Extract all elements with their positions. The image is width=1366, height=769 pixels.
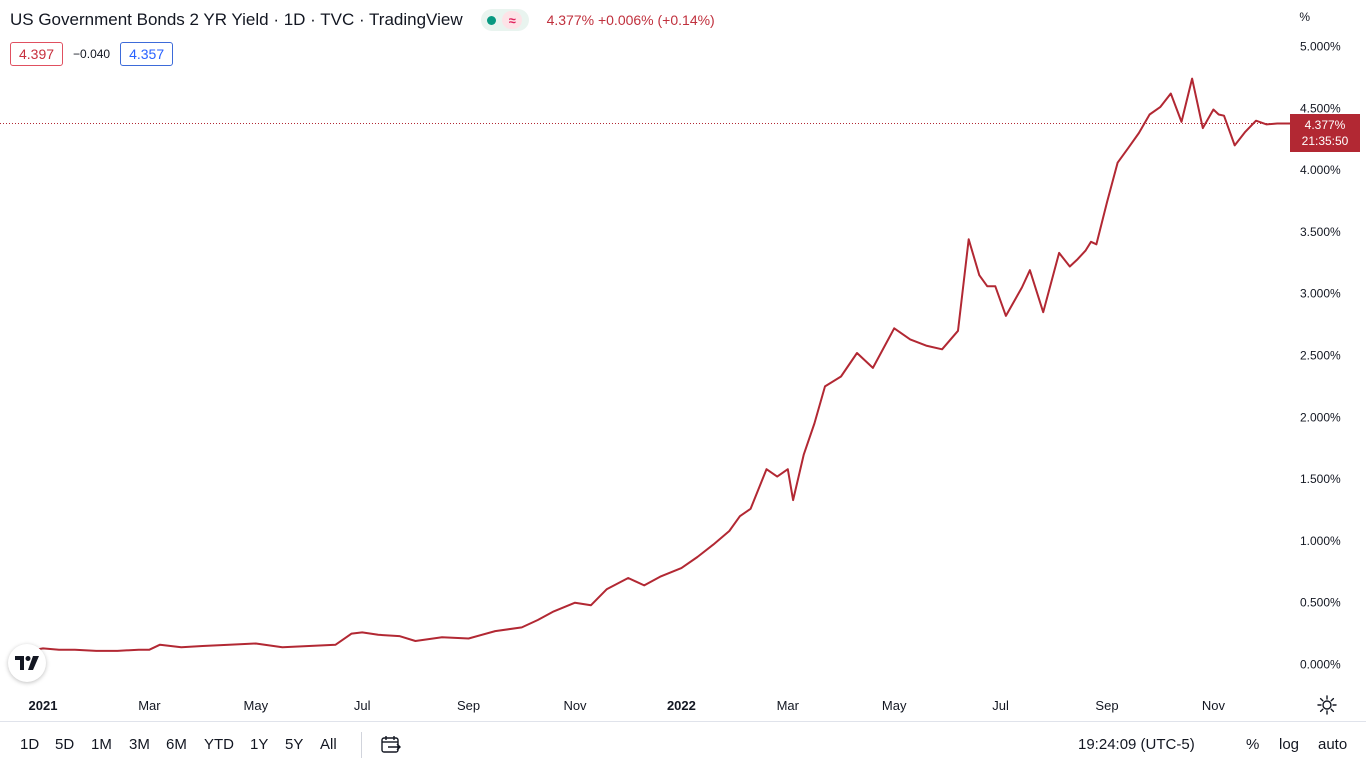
bottom-toolbar: 1D 5D 1M 3M 6M YTD 1Y 5Y All 19:24:09 (U… (0, 721, 1366, 769)
x-axis-tick-label: May (882, 698, 907, 713)
y-axis-tick-label: 2.000% (1300, 410, 1341, 424)
y-axis-tick-label: 4.000% (1300, 163, 1341, 177)
x-axis-tick-label: Jul (354, 698, 371, 713)
x-axis-tick-label: Mar (777, 698, 800, 713)
x-axis-tick-label: Mar (138, 698, 161, 713)
range-button-5y[interactable]: 5Y (285, 736, 304, 753)
y-axis-tick-label: 3.500% (1300, 225, 1341, 239)
y-axis-tick-label: 1.000% (1300, 534, 1341, 548)
range-button-1y[interactable]: 1Y (250, 736, 269, 753)
toolbar-divider (361, 732, 362, 758)
range-button-1d[interactable]: 1D (20, 736, 40, 753)
last-price-value: 4.377% (1304, 118, 1346, 132)
percent-scale-toggle[interactable]: % (1246, 736, 1260, 753)
x-axis-tick-label: Sep (457, 698, 480, 713)
tradingview-logo-icon[interactable] (8, 644, 46, 682)
y-axis-tick-label: 5.000% (1300, 40, 1341, 54)
bar-countdown: 21:35:50 (1301, 134, 1349, 148)
timezone-clock[interactable]: 19:24:09 (UTC-5) (1078, 736, 1195, 753)
market-open-dot-icon (486, 15, 496, 25)
data-delay-icon: ≈ (502, 11, 523, 29)
y-axis-tick-label: 3.000% (1300, 287, 1341, 301)
x-axis-tick-label: Nov (563, 698, 587, 713)
last-price-label: 4.377% 21:35:50 (1290, 114, 1360, 152)
x-axis-tick-label: 2022 (667, 698, 696, 713)
price-change-quote: 4.377% +0.006% (+0.14%) (546, 12, 715, 28)
x-axis-tick-label: Jul (992, 698, 1009, 713)
range-button-5d[interactable]: 5D (55, 736, 75, 753)
x-axis-tick-label: May (244, 698, 269, 713)
range-button-ytd[interactable]: YTD (204, 736, 234, 753)
price-scale-unit: % (1299, 10, 1310, 24)
range-button-all[interactable]: All (320, 736, 337, 753)
y-axis-tick-label: 4.500% (1300, 101, 1341, 115)
x-axis-tick-label: Sep (1095, 698, 1118, 713)
y-axis-tick-label: 1.500% (1300, 472, 1341, 486)
market-status-pill[interactable]: ≈ (480, 9, 529, 31)
y-axis-tick-label: 0.500% (1300, 596, 1341, 610)
ask-price[interactable]: 4.357 (120, 41, 174, 66)
log-scale-toggle[interactable]: log (1279, 736, 1300, 753)
range-button-3m[interactable]: 3M (129, 736, 150, 753)
chart-title[interactable]: US Government Bonds 2 YR Yield · 1D · TV… (10, 10, 463, 29)
x-axis-tick-label: 2021 (29, 698, 58, 713)
bid-price[interactable]: 4.397 (10, 41, 64, 66)
chart-settings-gear-icon[interactable] (1316, 694, 1338, 716)
range-button-6m[interactable]: 6M (166, 736, 187, 753)
spread-value: −0.040 (73, 46, 111, 61)
x-axis-tick-label: Nov (1202, 698, 1226, 713)
y-axis-tick-label: 2.500% (1300, 349, 1341, 363)
range-button-1m[interactable]: 1M (91, 736, 112, 753)
yield-series-line[interactable] (16, 77, 1299, 652)
bid-ask-panel: 4.397 −0.040 4.357 (10, 40, 174, 67)
chart-header: US Government Bonds 2 YR Yield · 1D · TV… (10, 8, 715, 32)
go-to-date-icon[interactable] (380, 734, 402, 756)
y-axis-tick-label: 0.000% (1300, 658, 1341, 672)
auto-scale-toggle[interactable]: auto (1318, 736, 1348, 753)
